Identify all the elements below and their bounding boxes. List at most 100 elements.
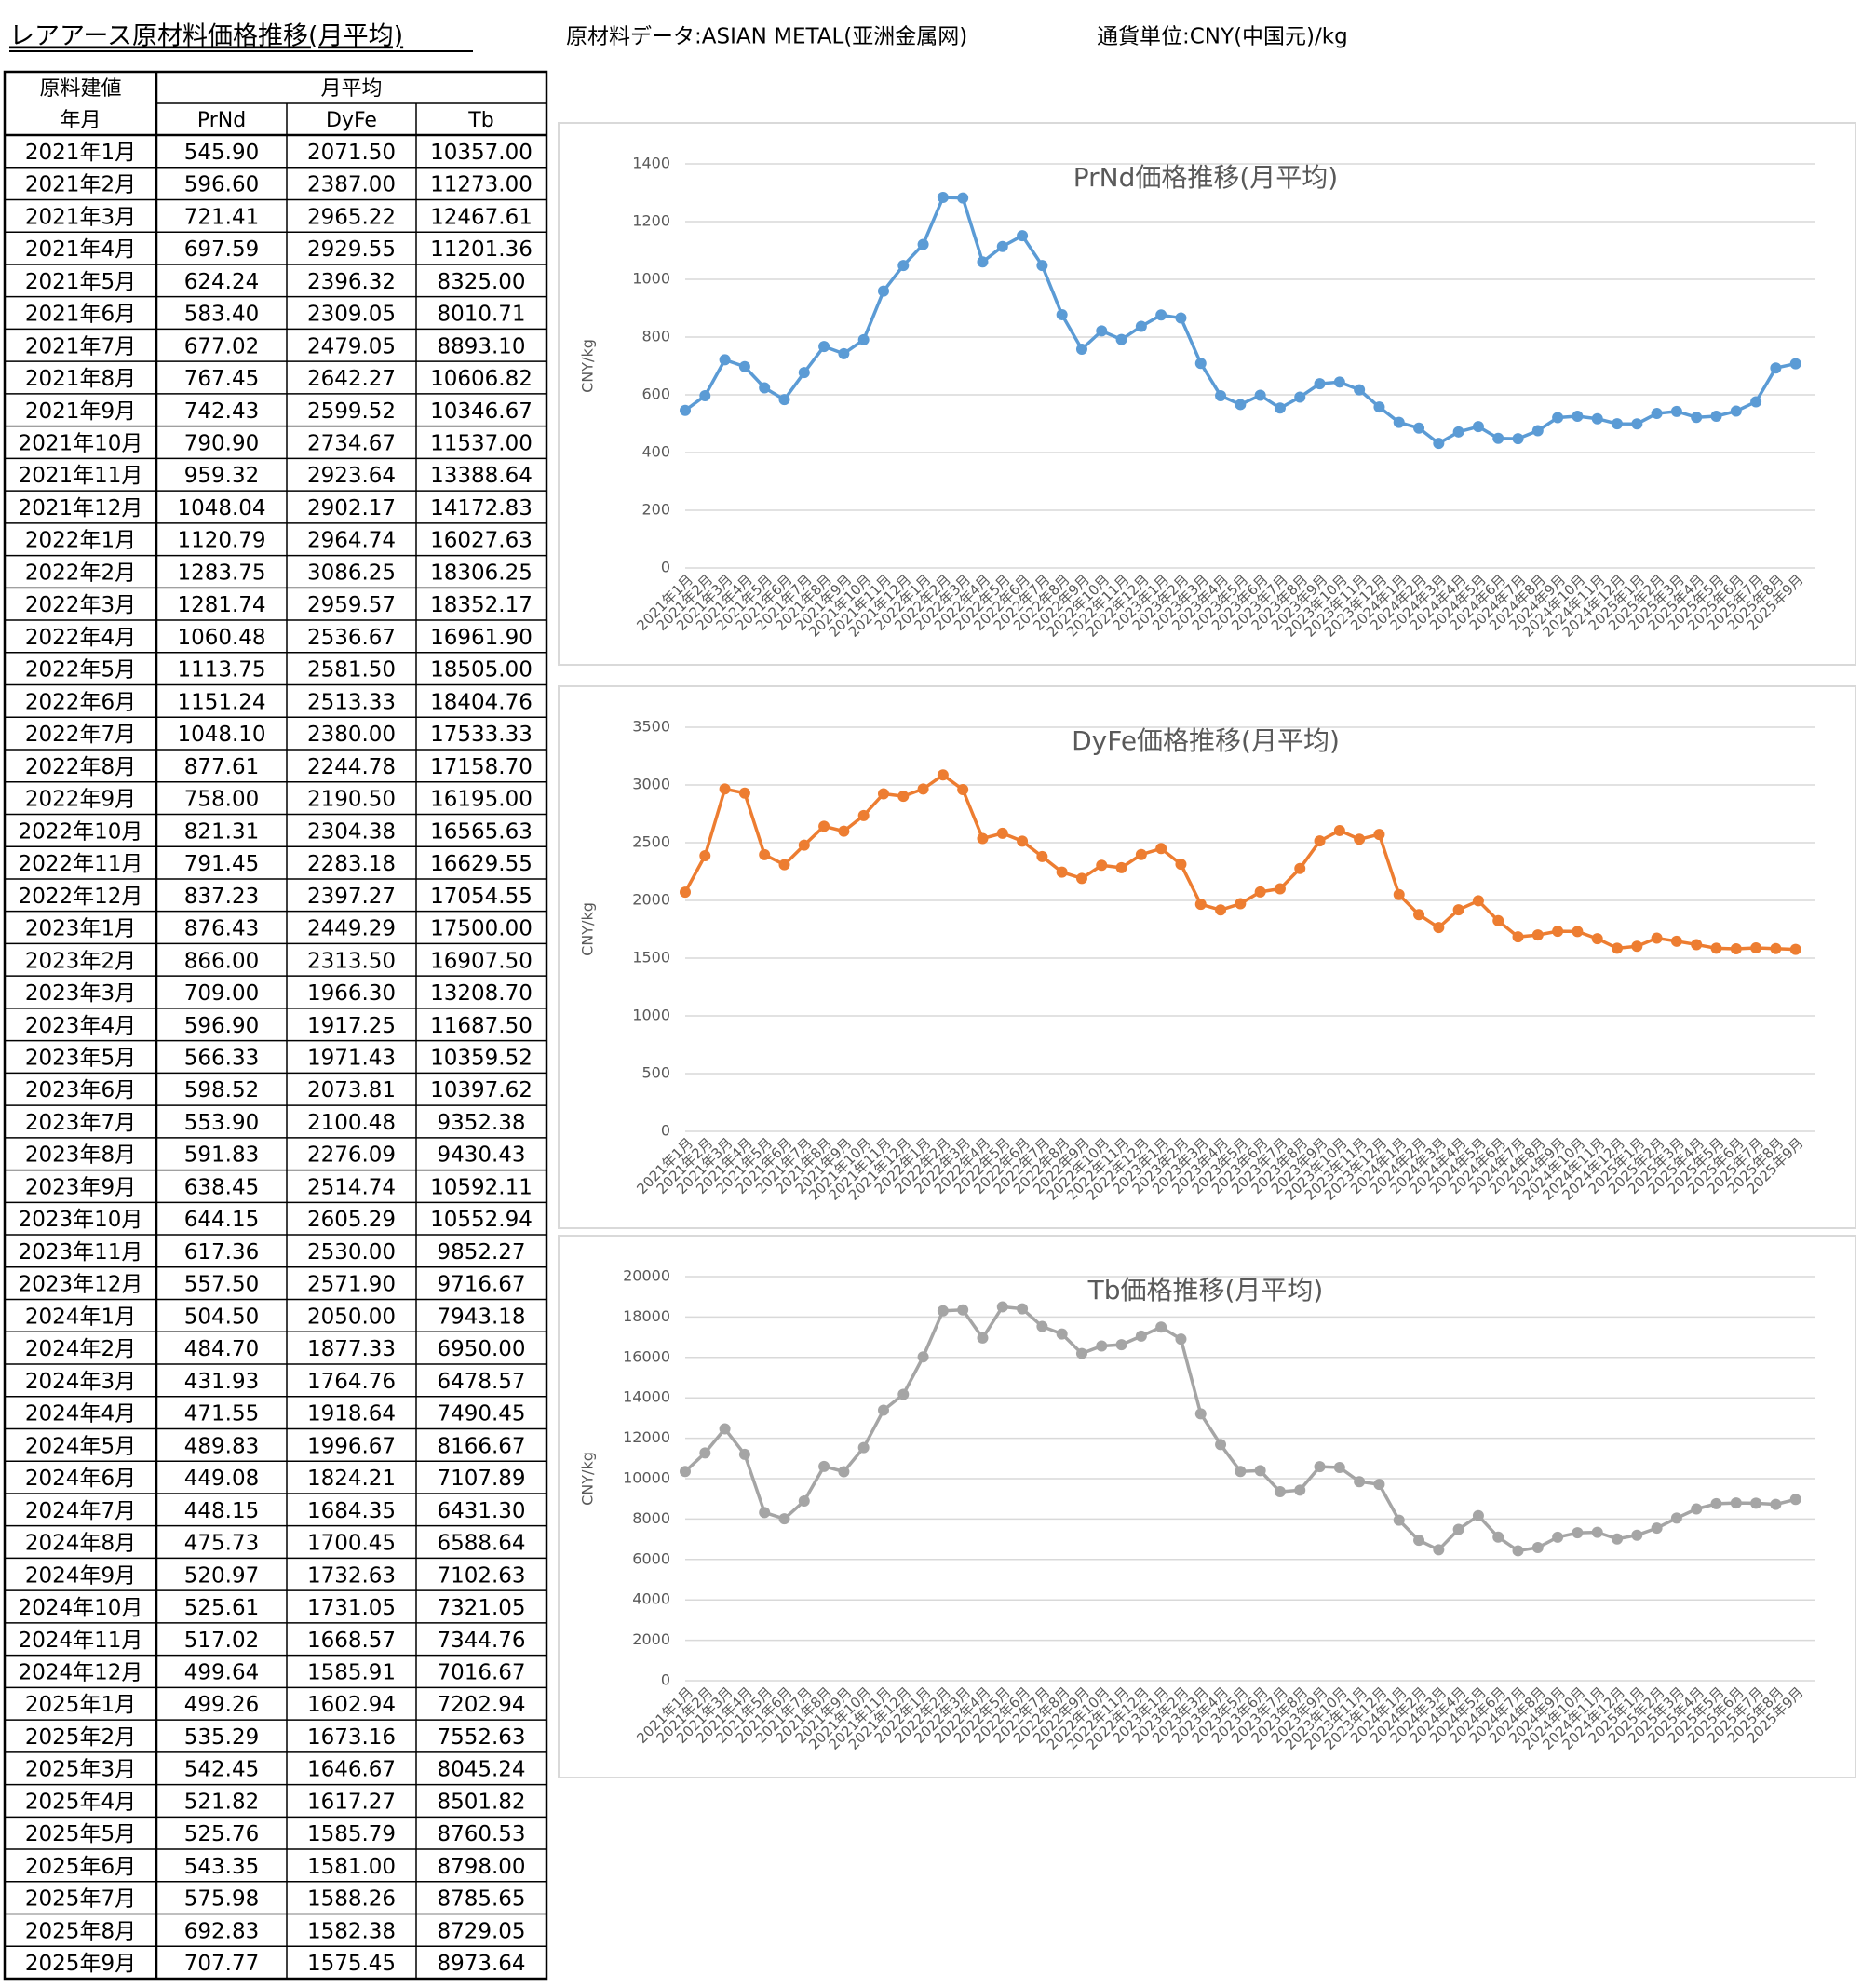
table-cell: 10592.11 xyxy=(430,1175,533,1199)
table-cell: 2387.00 xyxy=(307,173,396,197)
data-point xyxy=(1651,408,1663,420)
table-cell: 2902.17 xyxy=(307,496,396,521)
chart-frame xyxy=(558,1235,1856,1778)
data-point xyxy=(1413,909,1425,921)
data-point xyxy=(1314,378,1326,390)
table-cell: 2023年6月 xyxy=(25,1078,136,1102)
data-point xyxy=(1115,861,1127,873)
table-cell: 16629.55 xyxy=(430,852,533,876)
data-point xyxy=(937,192,949,204)
table-cell: 7321.05 xyxy=(437,1596,525,1620)
data-point xyxy=(937,1305,949,1317)
table-cell: 624.24 xyxy=(184,270,259,294)
table-cell: 2276.09 xyxy=(307,1143,396,1168)
table-cell: 2965.22 xyxy=(307,205,396,229)
data-point xyxy=(1413,422,1425,434)
table-cell: 2025年2月 xyxy=(25,1725,136,1750)
table-cell: 16907.50 xyxy=(430,949,533,973)
table-cell: 2022年7月 xyxy=(25,723,136,747)
table-cell: 1581.00 xyxy=(307,1855,396,1879)
table-cell: 709.00 xyxy=(184,981,259,1006)
data-point xyxy=(1215,1439,1227,1451)
table-cell: 1966.30 xyxy=(307,981,396,1006)
table-cell: 1668.57 xyxy=(307,1629,396,1653)
table-cell: 18352.17 xyxy=(430,593,533,617)
y-axis-title: CNY/kg xyxy=(579,1452,597,1506)
table-cell: 8798.00 xyxy=(437,1855,525,1879)
y-tick-label: 400 xyxy=(641,443,670,461)
data-point xyxy=(1036,260,1048,272)
data-point xyxy=(1254,389,1266,401)
data-point xyxy=(1096,325,1108,337)
table-cell: 2734.67 xyxy=(307,432,396,456)
table-cell: 2024年6月 xyxy=(25,1467,136,1491)
data-point xyxy=(1194,358,1207,370)
data-point xyxy=(1215,389,1227,401)
table-cell: 8325.00 xyxy=(437,270,525,294)
data-point xyxy=(778,394,790,406)
data-point xyxy=(877,788,889,800)
chart-frame xyxy=(558,685,1856,1229)
table-cell: 1673.16 xyxy=(307,1725,396,1750)
data-point xyxy=(1631,940,1643,953)
table-cell: 7102.63 xyxy=(437,1563,525,1588)
table-cell: 1151.24 xyxy=(177,690,265,714)
table-cell: 525.76 xyxy=(184,1822,259,1846)
table-cell: 2021年10月 xyxy=(19,432,143,456)
table-cell: 8785.65 xyxy=(437,1887,525,1912)
table-cell: 6431.30 xyxy=(437,1499,525,1523)
table-cell: 877.61 xyxy=(184,755,259,779)
table-cell: 2024年7月 xyxy=(25,1499,136,1523)
table-cell: 11201.36 xyxy=(430,237,533,262)
data-point xyxy=(838,347,850,359)
y-tick-label: 2000 xyxy=(632,1630,670,1648)
table-cell: 2021年12月 xyxy=(19,496,143,521)
data-point xyxy=(1373,1479,1385,1491)
data-point xyxy=(818,820,830,832)
table-cell: 1060.48 xyxy=(177,626,265,650)
table-cell: 521.82 xyxy=(184,1790,259,1814)
table-cell: 1732.63 xyxy=(307,1563,396,1588)
y-tick-label: 8000 xyxy=(632,1509,670,1527)
data-point xyxy=(1750,396,1762,408)
data-point xyxy=(957,784,969,796)
table-cell: 591.83 xyxy=(184,1143,259,1168)
header-cell: PrNd xyxy=(197,109,246,132)
data-point xyxy=(699,390,711,402)
data-point xyxy=(1631,1529,1643,1541)
data-point xyxy=(996,827,1008,839)
table-cell: 545.90 xyxy=(184,141,259,165)
data-point xyxy=(897,260,910,272)
data-point xyxy=(1730,1497,1742,1509)
table-cell: 2024年9月 xyxy=(25,1563,136,1588)
table-cell: 2025年6月 xyxy=(25,1855,136,1879)
table-cell: 767.45 xyxy=(184,367,259,391)
table-cell: 7552.63 xyxy=(437,1725,525,1750)
data-point xyxy=(1235,898,1247,910)
table-cell: 2025年8月 xyxy=(25,1919,136,1943)
table-cell: 14172.83 xyxy=(430,496,533,521)
data-point xyxy=(738,1448,750,1460)
data-point xyxy=(1155,309,1167,321)
table-cell: 2396.32 xyxy=(307,270,396,294)
table-cell: 10357.00 xyxy=(430,141,533,165)
table-cell: 2021年5月 xyxy=(25,270,136,294)
data-point xyxy=(1235,1466,1247,1478)
table-cell: 2071.50 xyxy=(307,141,396,165)
table-cell: 2021年6月 xyxy=(25,303,136,327)
data-point xyxy=(996,1301,1008,1313)
data-point xyxy=(1612,942,1624,954)
data-point xyxy=(1770,942,1782,954)
table-cell: 2021年11月 xyxy=(19,464,143,488)
data-point xyxy=(1155,843,1167,855)
data-point xyxy=(1135,1330,1147,1342)
data-point xyxy=(1433,922,1445,934)
y-axis-title: CNY/kg xyxy=(579,339,597,393)
table-cell: 2024年12月 xyxy=(19,1661,143,1685)
table-cell: 1917.25 xyxy=(307,1014,396,1038)
table-cell: 2022年3月 xyxy=(25,593,136,617)
table-cell: 2021年3月 xyxy=(25,205,136,229)
table-cell: 2190.50 xyxy=(307,788,396,812)
